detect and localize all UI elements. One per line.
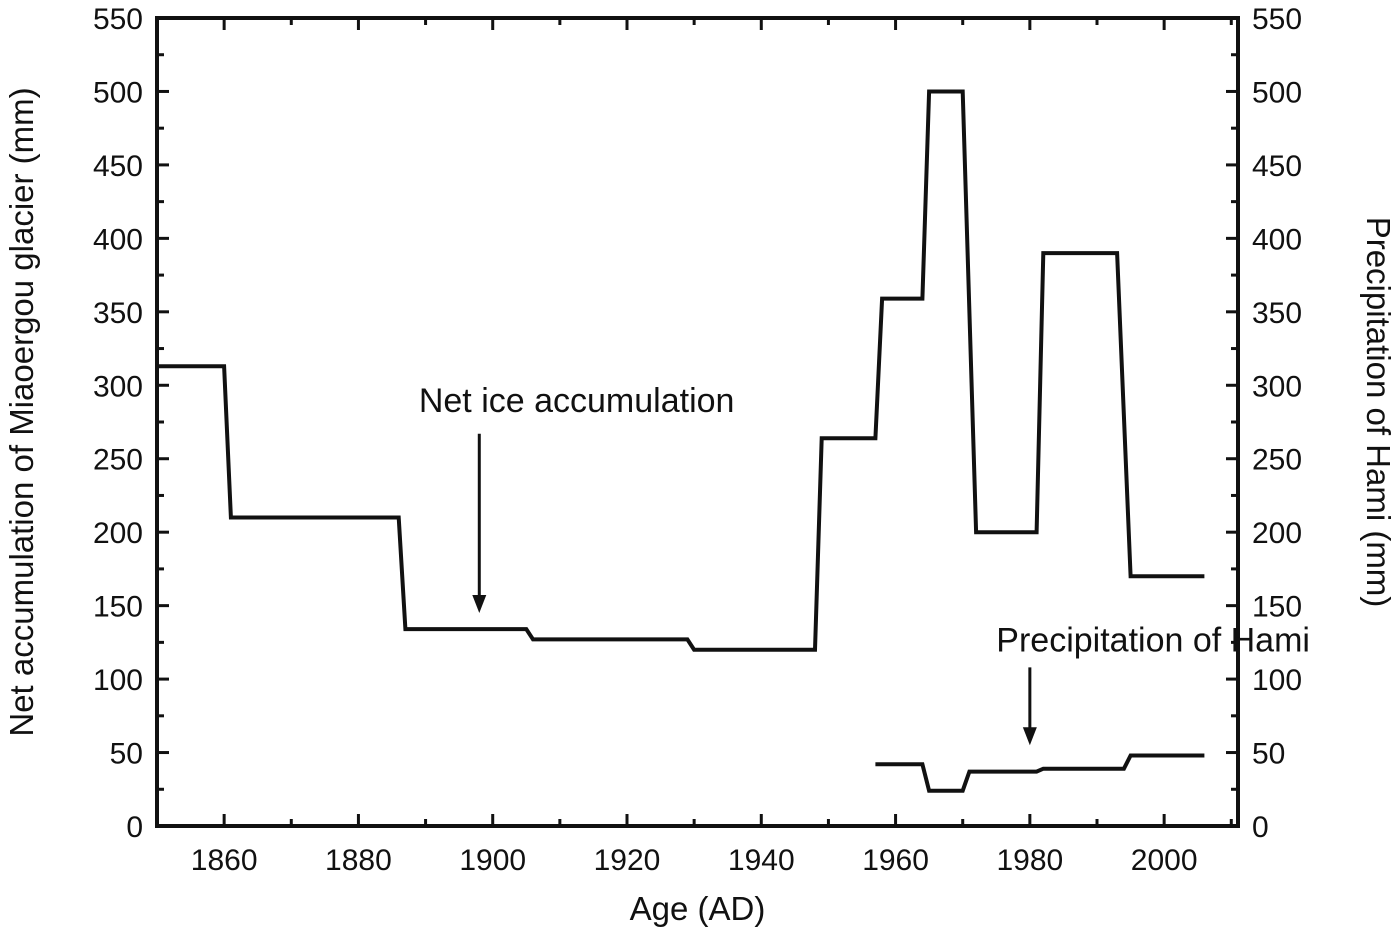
y-tick-label-left: 550 [93,3,143,36]
y-tick-label-left: 200 [93,517,143,550]
series-net-ice-accumulation [157,89,1205,652]
annotation-arrow-head [472,594,487,613]
x-tick-label: 1880 [325,844,392,877]
x-tick-label: 2000 [1131,844,1198,877]
tick-labels: 1860 1880 1900 1920 1940 1960 1980 2000 0 0 50 50 10… [93,3,1302,877]
y-tick-label-right: 500 [1252,76,1302,109]
y-tick-label-left: 300 [93,370,143,403]
y-tick-label-right: 250 [1252,444,1302,477]
tick-marks [155,16,1238,828]
y-tick-label-left: 50 [110,738,143,771]
plot-frame [155,16,1240,828]
y-tick-label-left: 250 [93,444,143,477]
y-tick-label-right: 200 [1252,517,1302,550]
x-tick-label: 1980 [996,844,1063,877]
x-tick-label: 1940 [728,844,795,877]
x-tick-label: 1860 [191,844,258,877]
y-tick-label-right: 400 [1252,223,1302,256]
y-axis-title-right: Precipitation of Hami (mm) [1360,217,1397,608]
x-tick-label: 1960 [862,844,929,877]
x-tick-label: 1900 [459,844,526,877]
y-tick-label-right: 300 [1252,370,1302,403]
y-tick-label-right: 100 [1252,664,1302,697]
series-precipitation-hami [875,753,1205,793]
y-tick-label-left: 500 [93,76,143,109]
x-tick-label: 1920 [594,844,661,877]
y-tick-label-right: 350 [1252,297,1302,330]
x-axis-title: Age (AD) [630,890,766,927]
series-lines [157,89,1205,793]
annotation-arrow-head [1022,727,1037,746]
y-tick-label-left: 400 [93,223,143,256]
y-tick-label-left: 450 [93,150,143,183]
y-tick-label-left: 100 [93,664,143,697]
y-axis-title-left: Net accumulation of Miaoergou glacier (m… [3,87,40,736]
y-tick-label-right: 50 [1252,738,1285,771]
annotation-label: Net ice accumulation [419,382,735,420]
y-tick-label-right: 450 [1252,150,1302,183]
annotations: Net ice accumulation Precipitation of Ham… [419,382,1310,746]
y-tick-label-right: 550 [1252,3,1302,36]
y-tick-label-left: 350 [93,297,143,330]
y-tick-label-right: 0 [1252,811,1269,844]
annotation-label: Precipitation of Hami [996,621,1310,659]
y-tick-label-right: 150 [1252,591,1302,624]
y-tick-label-left: 0 [126,811,143,844]
y-tick-label-left: 150 [93,591,143,624]
